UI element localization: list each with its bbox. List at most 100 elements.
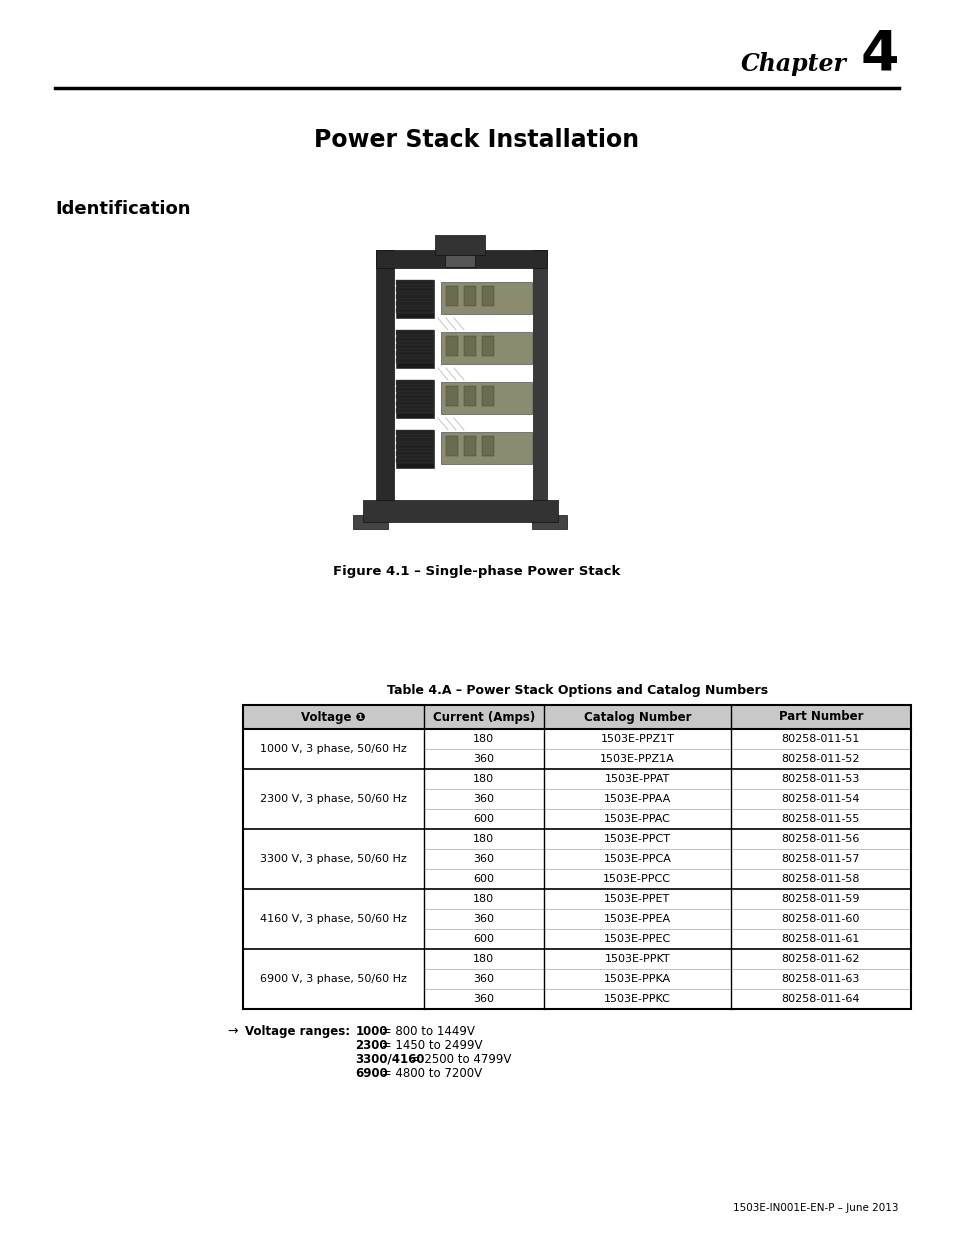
Bar <box>533 249 546 505</box>
Text: = 2500 to 4799V: = 2500 to 4799V <box>407 1053 512 1066</box>
Bar <box>395 280 434 285</box>
Text: 360: 360 <box>473 755 494 764</box>
Text: 360: 360 <box>473 974 494 984</box>
Bar <box>395 445 434 450</box>
Bar <box>395 337 434 342</box>
Bar <box>481 387 494 406</box>
Bar <box>532 515 566 529</box>
Text: 1503E-PPKT: 1503E-PPKT <box>604 953 669 965</box>
Bar <box>440 332 532 364</box>
Text: 80258-011-54: 80258-011-54 <box>781 794 860 804</box>
Text: Catalog Number: Catalog Number <box>583 710 690 724</box>
Bar <box>363 500 558 522</box>
Text: 1000: 1000 <box>355 1025 387 1037</box>
Bar <box>395 394 434 399</box>
Bar <box>395 330 434 368</box>
Text: 80258-011-58: 80258-011-58 <box>781 874 860 884</box>
Text: Table 4.A – Power Stack Options and Catalog Numbers: Table 4.A – Power Stack Options and Cata… <box>386 684 767 697</box>
Text: 4: 4 <box>860 28 898 82</box>
Text: Chapter: Chapter <box>740 52 846 77</box>
Bar <box>368 235 553 535</box>
Bar <box>395 380 434 417</box>
Bar <box>375 249 394 505</box>
Text: 360: 360 <box>473 794 494 804</box>
Text: 360: 360 <box>473 853 494 864</box>
Text: = 1450 to 2499V: = 1450 to 2499V <box>378 1039 482 1052</box>
Bar <box>463 336 476 356</box>
Text: 1503E-PPEC: 1503E-PPEC <box>603 934 670 944</box>
Bar <box>395 401 434 406</box>
Bar <box>395 408 434 412</box>
Text: Figure 4.1 – Single-phase Power Stack: Figure 4.1 – Single-phase Power Stack <box>333 564 620 578</box>
Text: 80258-011-59: 80258-011-59 <box>781 894 860 904</box>
Text: 1503E-PPCA: 1503E-PPCA <box>602 853 671 864</box>
Text: 80258-011-57: 80258-011-57 <box>781 853 860 864</box>
Text: 600: 600 <box>473 934 494 944</box>
Text: 180: 180 <box>473 834 494 844</box>
Text: 80258-011-60: 80258-011-60 <box>781 914 860 924</box>
Bar <box>395 351 434 356</box>
Bar <box>440 382 532 414</box>
Bar <box>243 829 910 889</box>
Text: Voltage ranges:: Voltage ranges: <box>245 1025 350 1037</box>
Text: 80258-011-63: 80258-011-63 <box>781 974 860 984</box>
Bar <box>395 345 434 350</box>
Text: Voltage ❶: Voltage ❶ <box>301 710 365 724</box>
Text: 180: 180 <box>473 894 494 904</box>
Text: 360: 360 <box>473 914 494 924</box>
Bar <box>243 705 910 1009</box>
Text: 600: 600 <box>473 874 494 884</box>
Text: Identification: Identification <box>55 200 191 219</box>
Text: 80258-011-51: 80258-011-51 <box>781 734 860 743</box>
Bar <box>446 287 457 306</box>
Bar <box>395 387 434 391</box>
Text: Current (Amps): Current (Amps) <box>432 710 535 724</box>
Bar <box>243 948 910 1009</box>
Text: = 4800 to 7200V: = 4800 to 7200V <box>378 1067 482 1079</box>
Text: 1503E-PPET: 1503E-PPET <box>603 894 670 904</box>
Text: 2300 V, 3 phase, 50/60 Hz: 2300 V, 3 phase, 50/60 Hz <box>260 794 406 804</box>
Bar <box>481 287 494 306</box>
Text: 1503E-IN001E-EN-P – June 2013: 1503E-IN001E-EN-P – June 2013 <box>733 1203 898 1213</box>
Text: 1503E-PPKA: 1503E-PPKA <box>603 974 670 984</box>
Bar <box>446 436 457 456</box>
Text: 3300/4160: 3300/4160 <box>355 1053 424 1066</box>
Text: 6900 V, 3 phase, 50/60 Hz: 6900 V, 3 phase, 50/60 Hz <box>260 974 406 984</box>
Bar <box>243 729 910 769</box>
Text: 80258-011-53: 80258-011-53 <box>781 774 860 784</box>
Bar <box>440 432 532 464</box>
Text: Part Number: Part Number <box>778 710 862 724</box>
Bar <box>440 282 532 314</box>
Bar <box>395 294 434 299</box>
Text: 1503E-PPAA: 1503E-PPAA <box>603 794 670 804</box>
Text: 1503E-PPAT: 1503E-PPAT <box>604 774 669 784</box>
Text: 1503E-PPKC: 1503E-PPKC <box>603 994 670 1004</box>
Text: 80258-011-61: 80258-011-61 <box>781 934 860 944</box>
Text: 1503E-PPAC: 1503E-PPAC <box>603 814 670 824</box>
Bar <box>395 430 434 435</box>
Text: 360: 360 <box>473 994 494 1004</box>
Bar <box>446 387 457 406</box>
Text: 600: 600 <box>473 814 494 824</box>
Text: 1503E-PPZ1A: 1503E-PPZ1A <box>599 755 674 764</box>
Text: 80258-011-55: 80258-011-55 <box>781 814 860 824</box>
Text: 80258-011-62: 80258-011-62 <box>781 953 860 965</box>
Bar <box>395 308 434 312</box>
Text: 1000 V, 3 phase, 50/60 Hz: 1000 V, 3 phase, 50/60 Hz <box>260 743 406 755</box>
Bar <box>395 458 434 463</box>
Text: →: → <box>227 1025 237 1037</box>
Bar <box>395 330 434 335</box>
Text: 2300: 2300 <box>355 1039 387 1052</box>
Bar <box>444 254 475 267</box>
Bar <box>395 280 434 317</box>
Bar <box>375 249 546 268</box>
Text: 6900: 6900 <box>355 1067 388 1079</box>
Bar <box>463 387 476 406</box>
Text: 180: 180 <box>473 774 494 784</box>
Bar <box>463 436 476 456</box>
Text: Power Stack Installation: Power Stack Installation <box>314 128 639 152</box>
Bar <box>481 336 494 356</box>
Bar <box>395 287 434 291</box>
Text: 80258-011-56: 80258-011-56 <box>781 834 860 844</box>
Bar <box>463 287 476 306</box>
